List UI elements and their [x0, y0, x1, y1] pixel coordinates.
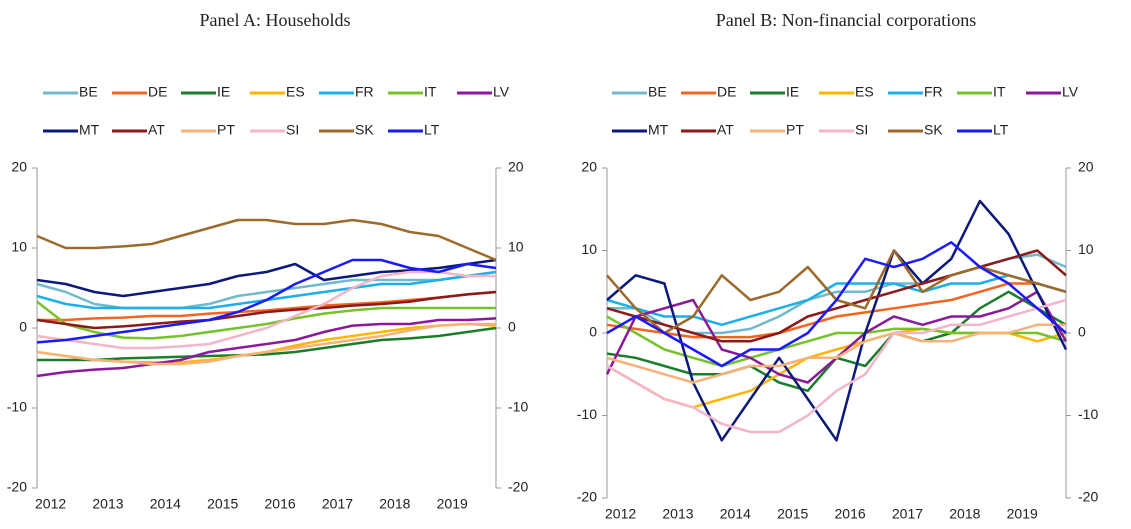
x-tick-label: 2019	[437, 496, 468, 512]
series-line	[37, 326, 497, 362]
chart-title: Panel B: Non-financial corporations	[716, 10, 976, 30]
y2-tick-label: 10	[1078, 241, 1094, 257]
series-line	[606, 290, 1067, 393]
series-line	[606, 282, 1067, 339]
series-line	[606, 298, 1067, 434]
x-tick-label: 2018	[949, 506, 980, 522]
legend-label: ES	[286, 84, 305, 100]
legend-label: SI	[855, 122, 868, 138]
x-tick-label: 2017	[892, 506, 923, 522]
legend-label: PT	[786, 122, 804, 138]
x-tick-label: 2015	[207, 496, 238, 512]
x-tick-label: 2016	[835, 506, 866, 522]
legend-label: SI	[286, 122, 299, 138]
series-line	[36, 270, 497, 310]
y-tick-label: -10	[577, 406, 597, 422]
y-tick-label: 0	[19, 319, 27, 335]
y2-tick-label: 0	[508, 319, 516, 335]
x-tick-label: 2013	[662, 506, 693, 522]
y2-tick-label: 10	[508, 239, 524, 255]
x-tick-label: 2015	[777, 506, 808, 522]
legend-label: IE	[217, 84, 230, 100]
legend-label: FR	[924, 84, 943, 100]
legend-label: AT	[717, 122, 734, 138]
series-line	[606, 274, 1067, 327]
y2-tick-label: 20	[508, 159, 524, 175]
legend-label: ES	[855, 84, 874, 100]
series-line	[606, 323, 1066, 384]
series-line	[36, 317, 497, 378]
legend-label: IE	[786, 84, 799, 100]
y-tick-label: 20	[11, 159, 27, 175]
y2-tick-label: -10	[508, 399, 528, 415]
chart-title: Panel A: Households	[200, 10, 351, 30]
series-line	[36, 300, 496, 340]
y2-tick-label: -20	[1078, 489, 1098, 505]
y-tick-label: 10	[11, 239, 27, 255]
legend-label: LV	[1062, 84, 1079, 100]
legend-label: DE	[717, 84, 736, 100]
x-tick-label: 2018	[379, 496, 410, 512]
x-tick-label: 2014	[150, 496, 181, 512]
x-tick-label: 2012	[35, 496, 66, 512]
legend-label: LT	[424, 122, 440, 138]
x-tick-label: 2012	[605, 506, 636, 522]
y2-tick-label: 20	[1078, 159, 1094, 175]
x-tick-label: 2019	[1007, 506, 1038, 522]
legend-label: PT	[217, 122, 235, 138]
y2-tick-label: 0	[1078, 324, 1086, 340]
legend-label: MT	[648, 122, 669, 138]
series-line	[36, 290, 497, 330]
legend-label: BE	[648, 84, 667, 100]
legend-label: SK	[355, 122, 374, 138]
series-line	[606, 249, 1067, 343]
legend-label: LV	[493, 84, 510, 100]
series-line	[606, 199, 1068, 442]
y-tick-label: 10	[581, 241, 597, 257]
series-line	[36, 258, 497, 298]
series-line	[36, 270, 497, 310]
x-tick-label: 2017	[322, 496, 353, 512]
legend-label: AT	[148, 122, 165, 138]
y2-tick-label: -10	[1078, 406, 1098, 422]
x-tick-label: 2013	[92, 496, 123, 512]
legend-label: IT	[993, 84, 1006, 100]
y2-tick-label: -20	[508, 479, 528, 495]
series-line	[36, 258, 497, 344]
y-tick-label: -20	[7, 479, 27, 495]
x-tick-label: 2014	[720, 506, 751, 522]
y-tick-label: -20	[577, 489, 597, 505]
y-tick-label: 20	[581, 159, 597, 175]
legend-label: SK	[924, 122, 943, 138]
x-tick-label: 2016	[265, 496, 296, 512]
y-tick-label: -10	[7, 399, 27, 415]
legend-label: FR	[355, 84, 374, 100]
legend-label: BE	[79, 84, 98, 100]
series-line	[606, 241, 1067, 368]
y-tick-label: 0	[589, 324, 597, 340]
legend-label: IT	[424, 84, 437, 100]
legend-label: MT	[79, 122, 100, 138]
series-line	[36, 218, 497, 262]
legend-label: LT	[993, 122, 1009, 138]
legend-label: DE	[148, 84, 167, 100]
series-line	[36, 322, 496, 366]
series-line	[36, 270, 496, 350]
